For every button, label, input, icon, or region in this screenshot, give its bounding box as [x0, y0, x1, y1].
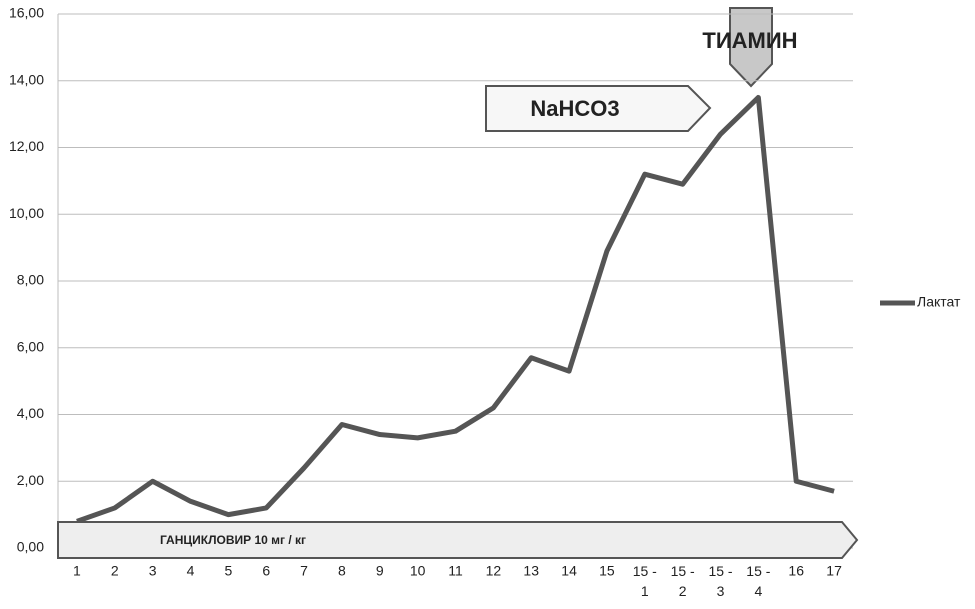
x-tick-label: 17 — [826, 563, 842, 579]
x-tick-label: 15 -4 — [746, 563, 770, 599]
x-tick-label: 15 -2 — [671, 563, 695, 599]
legend-label: Лактат — [917, 294, 961, 310]
x-tick-label: 16 — [788, 563, 804, 579]
thiamine-arrow — [729, 7, 773, 88]
y-tick-label: 2,00 — [17, 472, 44, 488]
x-tick-label: 13 — [523, 563, 539, 579]
plot: 0,00 2,00 4,00 6,00 8,00 10,00 12,00 14,00 16,00… — [9, 5, 961, 599]
annotation: ТИАМИН — [702, 28, 797, 53]
x-tick-label: 12 — [486, 563, 502, 579]
x-tick-label: 3 — [149, 563, 157, 579]
y-tick-label: 12,00 — [9, 138, 44, 154]
x-tick-label: 2 — [111, 563, 119, 579]
x-tick-label: 15 — [599, 563, 615, 579]
ganciclovir-arrow — [57, 521, 859, 559]
x-tick-label: 15 -1 — [633, 563, 657, 599]
x-tick-label: 8 — [338, 563, 346, 579]
y-tick-label: 0,00 — [17, 539, 44, 555]
series-line — [76, 94, 835, 524]
x-tick-label: 7 — [300, 563, 308, 579]
x-tick-label: 14 — [561, 563, 577, 579]
x-tick-label: 15 -3 — [708, 563, 732, 599]
x-tick-label: 6 — [262, 563, 270, 579]
x-tick-label: 5 — [224, 563, 232, 579]
x-tick-label: 11 — [448, 563, 463, 579]
annotation: NaHCO3 — [530, 96, 619, 121]
x-tick-label: 9 — [376, 563, 384, 579]
y-tick-label: 6,00 — [17, 338, 44, 354]
nahco3-arrow — [485, 85, 712, 132]
y-tick-label: 10,00 — [9, 205, 44, 221]
y-tick-label: 16,00 — [9, 5, 44, 21]
x-tick-label: 4 — [187, 563, 195, 579]
x-tick-label: 1 — [73, 563, 81, 579]
y-tick-label: 4,00 — [17, 405, 44, 421]
annotation: ГАНЦИКЛОВИР 10 мг / кг — [160, 533, 306, 547]
x-tick-label: 10 — [410, 563, 426, 579]
y-tick-label: 14,00 — [9, 71, 44, 87]
y-tick-label: 8,00 — [17, 272, 44, 288]
